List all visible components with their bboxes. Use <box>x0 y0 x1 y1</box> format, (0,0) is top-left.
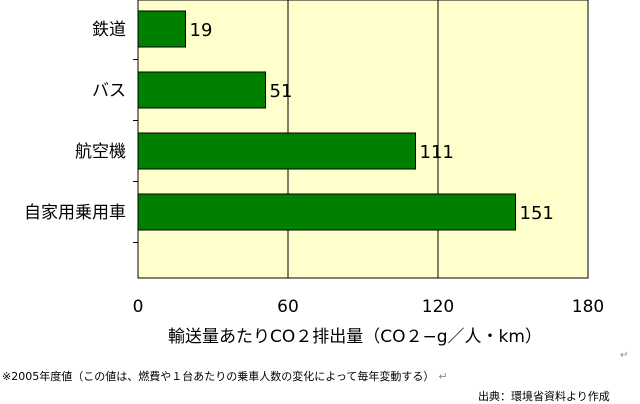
value-label-0: 19 <box>190 20 213 41</box>
bar-2 <box>137 132 416 170</box>
bar-1 <box>137 71 266 109</box>
bar-3 <box>137 193 516 231</box>
bars <box>137 10 516 231</box>
category-label-2: 航空機 <box>75 142 126 162</box>
paragraph-mark: ↵ <box>620 350 629 361</box>
footnote: ※2005年度値（この値は、燃費や１台あたりの乗車人数の変化によって毎年変動する… <box>2 368 448 384</box>
labels: 19 鉄道 51 バス 111 航空機 151 自家用乗用車 0 60 120 180 <box>24 20 604 317</box>
axes <box>133 0 139 278</box>
return-mark: ↵ <box>438 370 448 383</box>
category-label-1: バス <box>92 81 126 101</box>
source-note: 出典：環境省資料より作成 <box>478 390 610 403</box>
x-tick-label-60: 60 <box>277 297 299 317</box>
bar-0 <box>137 10 186 48</box>
footnote-text: ※2005年度値（この値は、燃費や１台あたりの乗車人数の変化によって毎年変動する… <box>2 370 435 383</box>
x-tick-label-0: 0 <box>133 297 144 317</box>
x-axis-label: 輸送量あたりCO２排出量（CO２−g／人・km） <box>168 327 542 347</box>
category-label-0: 鉄道 <box>92 20 126 40</box>
category-label-3: 自家用乗用車 <box>24 203 126 223</box>
value-label-3: 151 <box>520 203 554 224</box>
x-tick-label-120: 120 <box>422 297 454 317</box>
value-label-2: 111 <box>420 142 454 163</box>
value-label-1: 51 <box>270 81 293 102</box>
x-tick-label-180: 180 <box>572 297 604 317</box>
